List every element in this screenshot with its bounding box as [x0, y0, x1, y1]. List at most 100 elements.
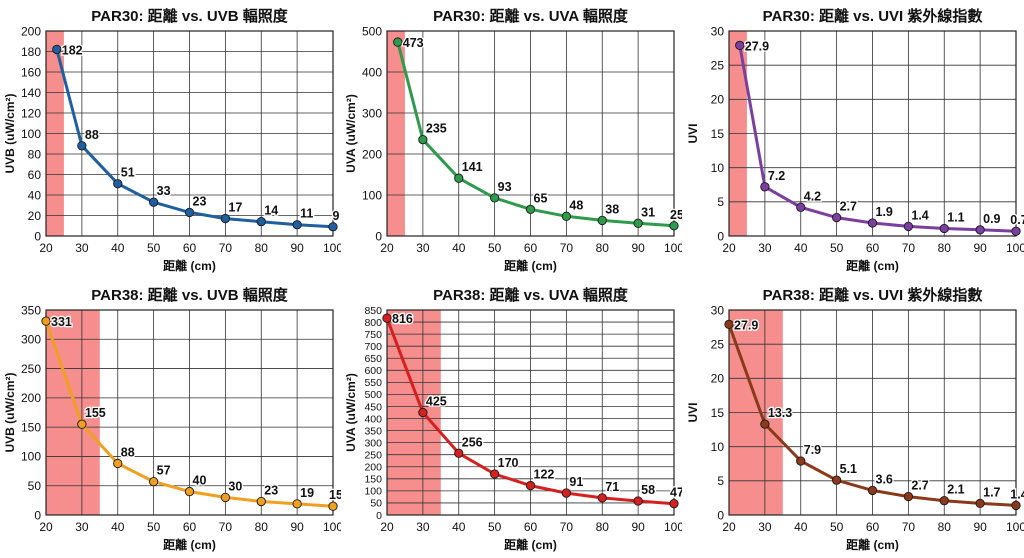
y-tick-label: 200	[362, 147, 382, 161]
x-tick-label: 90	[973, 520, 987, 534]
x-tick-label: 30	[75, 241, 89, 255]
data-label: 5.1	[840, 462, 857, 476]
data-point	[41, 316, 51, 326]
y-tick-label: 350	[364, 425, 382, 437]
data-point	[113, 179, 123, 189]
series-line	[738, 43, 1018, 233]
data-label: 71	[605, 480, 619, 494]
data-label: 816	[392, 312, 413, 326]
data-label: 65	[534, 191, 548, 205]
y-tick-label: 400	[364, 413, 382, 425]
y-tick-label: 0	[34, 508, 41, 522]
y-tick-label: 450	[364, 401, 382, 413]
data-point	[148, 476, 159, 487]
x-tick-label: 90	[631, 241, 645, 255]
x-tick-label: 50	[147, 241, 161, 255]
data-label: 122	[534, 468, 555, 482]
data-label: 30	[228, 479, 242, 493]
chart-title: PAR30: 距離 vs. UVB 輻照度	[91, 7, 288, 25]
x-tick-label: 80	[938, 241, 952, 255]
data-label: 27.9	[734, 318, 758, 332]
data-point	[292, 220, 302, 230]
x-tick-label: 40	[452, 520, 466, 534]
data-point	[525, 480, 536, 491]
data-label: 88	[121, 445, 135, 459]
data-label: 1.9	[876, 205, 893, 219]
chart-panel: PAR30: 距離 vs. UVI 紫外線指數 0 5 10 15 20 25 30 20 30 4…	[683, 0, 1024, 279]
y-tick-label: 300	[364, 437, 382, 449]
plot-frame	[728, 30, 1017, 237]
y-tick-label: 60	[28, 168, 42, 182]
chart-panel: PAR38: 距離 vs. UVI 紫外線指數 0 5 10 15 20 25 30 20 30 4…	[683, 279, 1024, 558]
data-point	[220, 492, 231, 503]
data-point	[489, 469, 500, 479]
data-label: 1.4	[1010, 487, 1024, 501]
data-point	[113, 458, 123, 469]
x-tick-label: 80	[255, 520, 269, 534]
x-axis-label: 距離 (cm)	[163, 258, 216, 273]
x-tick-label: 60	[866, 520, 880, 534]
x-tick-label: 60	[524, 520, 538, 534]
y-tick-label: 550	[364, 377, 382, 389]
x-tick-label: 40	[111, 520, 125, 534]
data-point	[148, 197, 159, 207]
x-axis-label: 距離 (cm)	[846, 537, 899, 552]
y-tick-label: 850	[364, 305, 382, 317]
data-point	[633, 218, 643, 228]
x-tick-label: 70	[560, 520, 574, 534]
data-point	[903, 221, 914, 232]
y-axis-label: UVA (uW/cm²)	[344, 373, 358, 452]
data-point	[597, 215, 607, 226]
data-label: 331	[51, 315, 72, 329]
data-label: 40	[193, 474, 207, 488]
data-label: 1.1	[947, 210, 964, 224]
plot-frame	[45, 30, 334, 237]
y-tick-label: 300	[21, 333, 41, 347]
x-tick-label: 70	[902, 241, 916, 255]
x-tick-label: 50	[830, 241, 844, 255]
y-tick-label: 250	[364, 449, 382, 461]
chart-svg: PAR30: 距離 vs. UVB 輻照度0204060801001201401…	[3, 7, 341, 273]
data-label: 17	[228, 201, 242, 215]
data-point	[418, 407, 428, 418]
y-axis-label: UVI	[686, 123, 700, 143]
data-point	[328, 501, 338, 511]
plot-frame	[386, 30, 675, 237]
x-tick-label: 30	[75, 520, 89, 534]
x-tick-label: 70	[219, 241, 233, 255]
chart-svg: PAR30: 距離 vs. UVA 輻照度 0 100 200 300 400 500 20 3…	[344, 7, 682, 273]
x-tick-label: 30	[416, 241, 430, 255]
chart-title: PAR30: 距離 vs. UVI 紫外線指數	[763, 7, 983, 25]
x-tick-label: 60	[183, 241, 197, 255]
data-point	[525, 204, 536, 215]
data-point	[975, 225, 985, 235]
y-tick-label: 5	[717, 195, 724, 209]
x-tick-label: 100	[664, 520, 682, 534]
y-tick-label: 800	[364, 317, 382, 329]
y-tick-label: 20	[711, 93, 725, 107]
data-point	[903, 491, 914, 502]
data-point	[939, 495, 949, 506]
data-label: 256	[462, 435, 483, 449]
data-label: 2.7	[911, 479, 928, 493]
plot-frame	[45, 309, 334, 516]
data-label: 2.1	[947, 483, 964, 497]
x-tick-label: 20	[722, 241, 736, 255]
y-tick-label: 100	[362, 188, 382, 202]
y-tick-label: 25	[711, 58, 725, 72]
y-tick-label: 30	[711, 24, 725, 38]
data-label: 91	[569, 475, 583, 489]
chart-panel: PAR38: 距離 vs. UVA 輻照度 0 50 100 150 200 250 300 3…	[341, 279, 682, 558]
x-tick-label: 90	[631, 520, 645, 534]
x-tick-label: 30	[758, 241, 772, 255]
y-tick-label: 350	[21, 303, 41, 317]
data-point	[184, 207, 195, 218]
data-label: 473	[403, 36, 424, 50]
y-axis-label: UVI	[686, 402, 700, 422]
data-label: 141	[462, 160, 483, 174]
x-tick-label: 30	[758, 520, 772, 534]
y-tick-label: 0	[717, 508, 724, 522]
data-label: 58	[641, 483, 655, 497]
y-tick-label: 150	[364, 474, 382, 486]
data-point	[454, 448, 464, 458]
